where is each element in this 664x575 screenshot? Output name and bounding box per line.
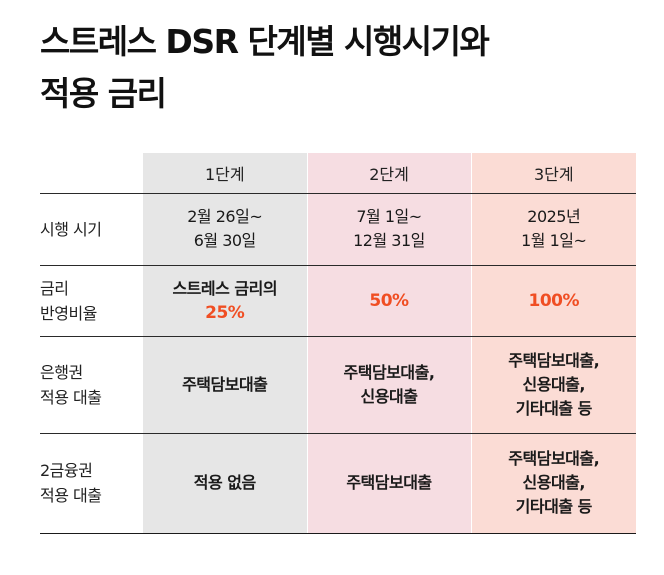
- title-line-2: 적용 금리: [40, 74, 167, 113]
- row-label-timing: 시행 시기: [40, 192, 143, 266]
- row-label-bank: 은행권 적용 대출: [40, 335, 143, 434]
- second-stage-1: 적용 없음: [143, 432, 307, 534]
- rate-stage-2: 50%: [306, 264, 471, 337]
- rate-value-stage-1: 25%: [205, 302, 245, 323]
- rate-value-stage-3: 100%: [528, 290, 580, 311]
- bank-stage-2: 주택담보대출, 신용대출: [306, 335, 471, 434]
- timing-stage-2: 7월 1일~ 12월 31일: [306, 192, 471, 266]
- stage-2-header: 2단계: [306, 153, 471, 194]
- header-corner-cell: [40, 153, 143, 194]
- stage-1-header: 1단계: [143, 153, 307, 194]
- row-label-rate: 금리 반영비율: [40, 264, 143, 337]
- rate-stage-1: 스트레스 금리의 25%: [143, 264, 307, 337]
- stage-3-header: 3단계: [470, 153, 636, 194]
- table-row-second-tier: 2금융권 적용 대출 적용 없음 주택담보대출 주택담보대출, 신용대출, 기타…: [40, 432, 636, 534]
- title-line-1: 스트레스 DSR 단계별 시행시기와: [40, 22, 490, 61]
- dsr-stage-table: 1단계 2단계 3단계 시행 시기 2월 26일~ 6월 30일 7월 1일~ …: [40, 153, 636, 534]
- timing-stage-3: 2025년 1월 1일~: [470, 192, 636, 266]
- second-stage-2: 주택담보대출: [306, 432, 471, 534]
- table-row-rate: 금리 반영비율 스트레스 금리의 25% 50% 100%: [40, 264, 636, 337]
- table-row-timing: 시행 시기 2월 26일~ 6월 30일 7월 1일~ 12월 31일 2025…: [40, 192, 636, 266]
- page-title: 스트레스 DSR 단계별 시행시기와 적용 금리: [40, 16, 490, 120]
- rate-value-stage-2: 50%: [369, 290, 409, 311]
- second-stage-3: 주택담보대출, 신용대출, 기타대출 등: [470, 432, 636, 534]
- timing-stage-1: 2월 26일~ 6월 30일: [143, 192, 307, 266]
- bank-stage-3: 주택담보대출, 신용대출, 기타대출 등: [470, 335, 636, 434]
- rate-stage-3: 100%: [470, 264, 636, 337]
- bank-stage-1: 주택담보대출: [143, 335, 307, 434]
- table-header-row: 1단계 2단계 3단계: [40, 153, 636, 194]
- table-row-bank: 은행권 적용 대출 주택담보대출 주택담보대출, 신용대출 주택담보대출, 신용…: [40, 335, 636, 434]
- row-label-second-tier: 2금융권 적용 대출: [40, 432, 143, 534]
